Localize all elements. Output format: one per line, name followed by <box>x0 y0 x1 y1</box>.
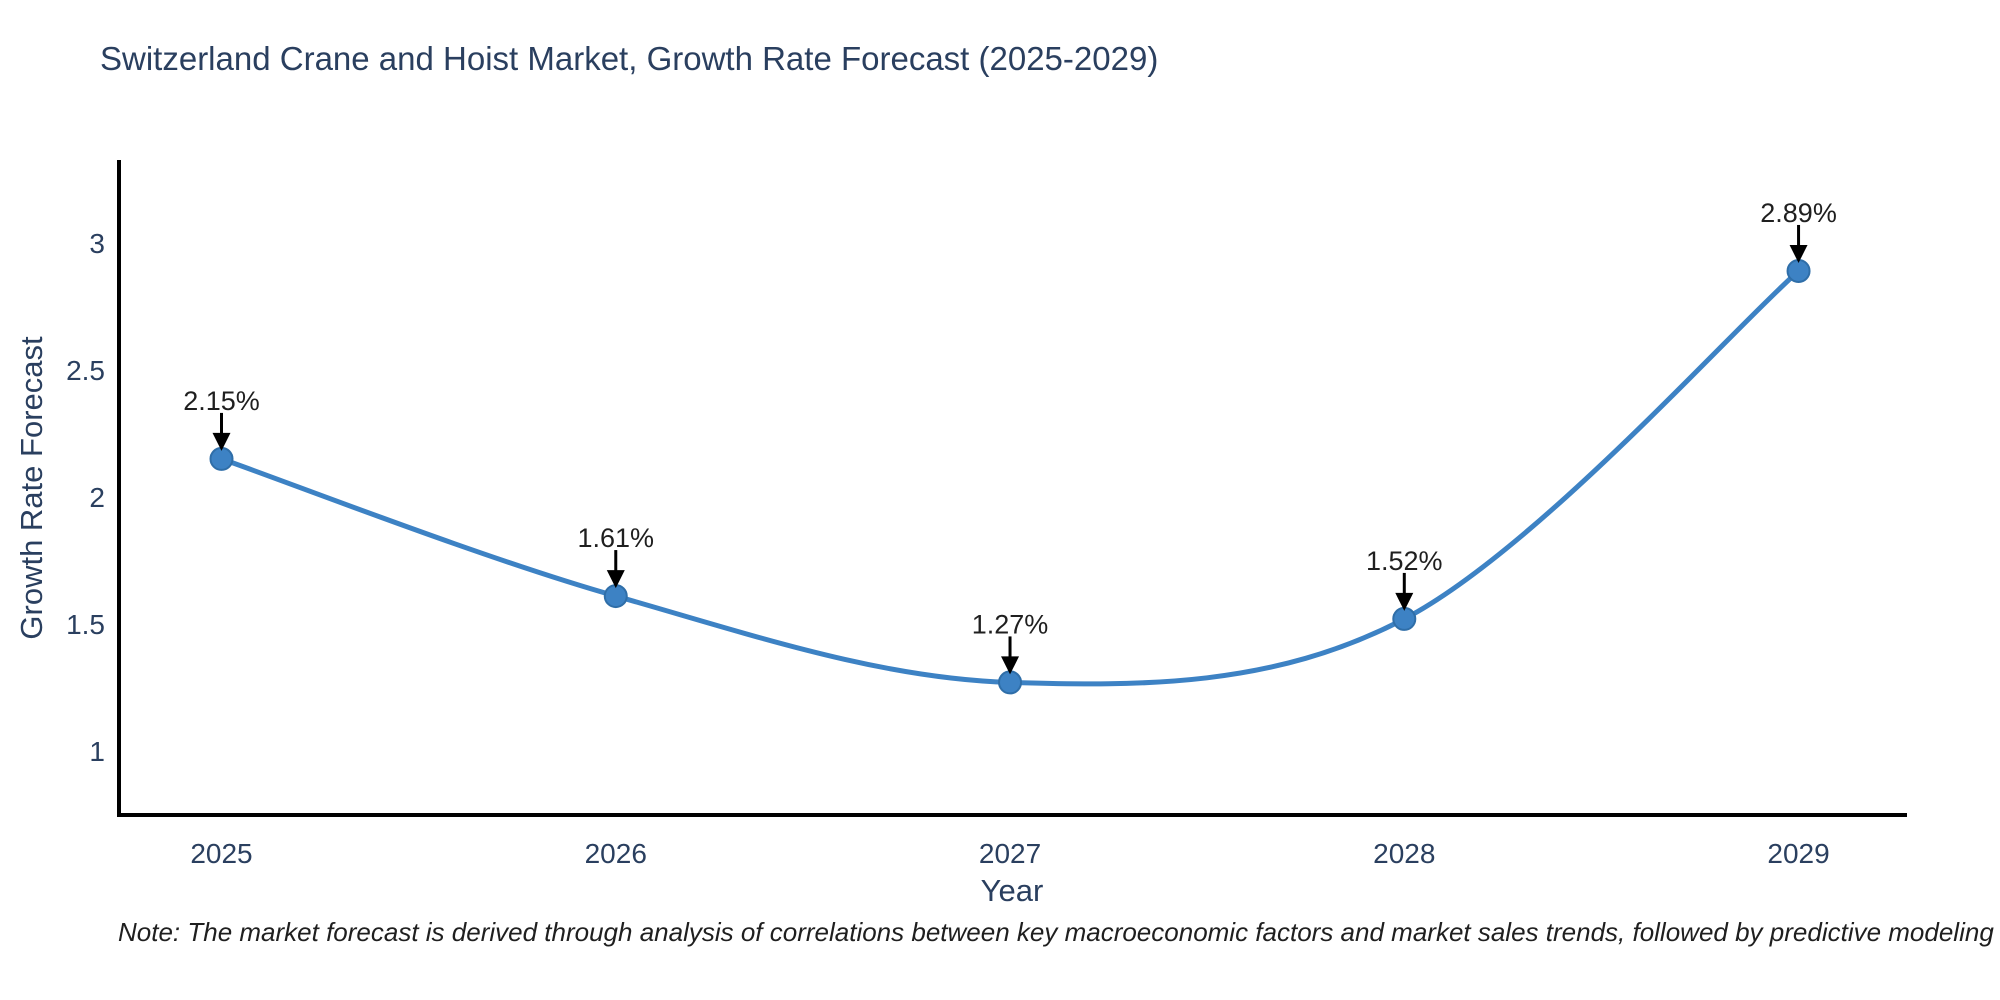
y-tick-label: 2 <box>89 482 105 513</box>
annotation-arrowhead <box>1001 656 1020 675</box>
annotation-label: 1.27% <box>972 609 1049 639</box>
annotation-label: 2.15% <box>183 386 260 416</box>
x-tick-label: 2027 <box>979 838 1041 869</box>
annotation-arrowhead <box>606 570 625 589</box>
y-tick-label: 2.5 <box>66 355 105 386</box>
data-point-2029 <box>1786 258 1811 283</box>
x-tick-label: 2026 <box>585 838 647 869</box>
x-tick-label: 2028 <box>1373 838 1435 869</box>
x-tick-label: 2025 <box>190 838 252 869</box>
annotation-label: 2.89% <box>1760 198 1837 228</box>
data-point-2028 <box>1392 606 1417 631</box>
annotation-arrowhead <box>212 432 231 451</box>
chart-title: Switzerland Crane and Hoist Market, Grow… <box>100 40 1159 77</box>
annotation-arrowhead <box>1789 244 1808 263</box>
annotation-label: 1.52% <box>1366 546 1443 576</box>
x-tick-label: 2029 <box>1767 838 1829 869</box>
axis-lines <box>117 160 1907 817</box>
annotation-label: 1.61% <box>577 523 654 553</box>
data-point-2026 <box>603 584 628 609</box>
y-tick-label: 1 <box>89 736 105 767</box>
annotation-arrowhead <box>1395 592 1414 611</box>
y-tick-label: 3 <box>89 228 105 259</box>
data-point-2027 <box>998 670 1023 695</box>
footnote: Note: The market forecast is derived thr… <box>118 917 2000 947</box>
x-axis-title: Year <box>980 873 1044 908</box>
data-point-2025 <box>209 446 234 471</box>
y-tick-label: 1.5 <box>66 609 105 640</box>
